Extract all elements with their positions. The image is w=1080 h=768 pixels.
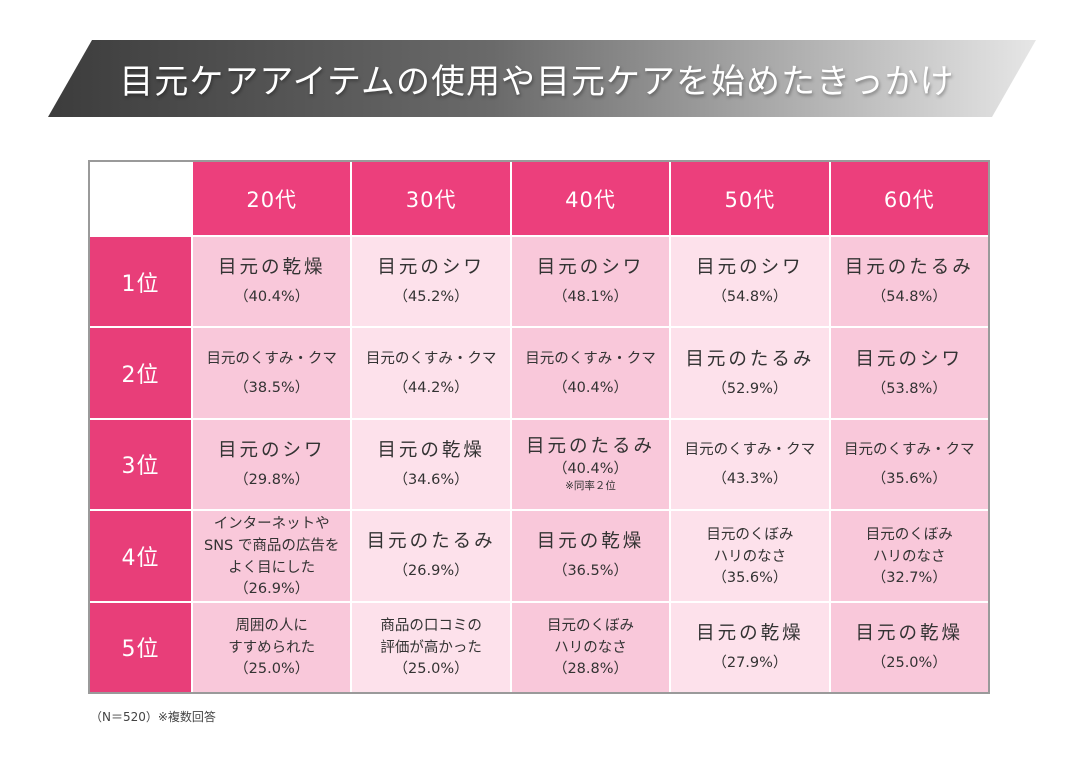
table-cell: 目元の乾燥 （36.5%） (511, 511, 670, 601)
percentage-text: （25.0%） (393, 661, 469, 678)
reason-text: 目元のシワ (536, 257, 645, 279)
table-cell: 目元のたるみ （52.9%） (671, 328, 829, 418)
reason-text: よく目にした (228, 559, 316, 576)
page-title: 目元ケアアイテムの使用や目元ケアを始めたきっかけ (119, 62, 955, 102)
table-cell: 商品の口コミの 評価が高かった （25.0%） (352, 602, 510, 692)
table-cell: 目元の乾燥 （25.0%） (830, 602, 988, 692)
column-header: 60代 (830, 162, 988, 235)
reason-text: 目元のくぼみ (546, 618, 634, 635)
rank-label: 5位 (90, 602, 191, 692)
table-cell: 目元のくすみ・クマ （44.2%） (352, 328, 510, 418)
table-cell: 目元のシワ （48.1%） (511, 237, 670, 327)
percentage-text: （29.8%） (234, 471, 310, 488)
percentage-text: （44.2%） (393, 380, 469, 397)
reason-text: 目元のくすみ・クマ (844, 442, 975, 459)
percentage-text: （28.8%） (552, 661, 629, 678)
rank-label: 3位 (90, 419, 191, 510)
column-header: 50代 (671, 162, 829, 235)
percentage-text: （54.8%） (712, 289, 788, 306)
reason-text: 商品の口コミの (380, 618, 482, 635)
table-cell: 目元のくぼみ ハリのなさ （28.8%） (511, 602, 670, 692)
percentage-text: （40.4%） (234, 289, 310, 306)
reason-text: 目元のくすみ・クマ (684, 442, 816, 459)
table-cell: 目元のたるみ （40.4%） ※同率２位 (511, 419, 670, 510)
title-banner (48, 40, 1036, 117)
reason-text: 目元の乾燥 (696, 622, 804, 644)
rank-label: 2位 (90, 328, 191, 418)
table-corner (90, 162, 191, 235)
reason-text: すすめられた (228, 640, 316, 657)
table-cell: 目元のくすみ・クマ （38.5%） (193, 328, 351, 418)
reason-text: 目元のくすみ・クマ (365, 351, 497, 368)
percentage-text: （25.0%） (234, 661, 310, 678)
table-cell: 目元のたるみ （26.9%） (352, 511, 510, 601)
percentage-text: （34.6%） (393, 471, 469, 488)
table-cell: 目元の乾燥 （27.9%） (671, 602, 829, 692)
reason-text: 目元のたるみ (685, 348, 815, 370)
percentage-text: （45.2%） (393, 289, 469, 306)
table-cell: 周囲の人にすすめられた （25.0%） (193, 602, 351, 692)
reason-text: 目元のシワ (696, 257, 804, 279)
reason-text: ハリのなさ (554, 640, 627, 657)
reason-text: 周囲の人に (235, 618, 308, 635)
reason-text: 目元のくすみ・クマ (525, 351, 656, 368)
table-cell: 目元のシワ （45.2%） (352, 237, 510, 327)
table-cell: 目元のくすみ・クマ （40.4%） (511, 328, 670, 418)
reason-text: インターネットや (213, 515, 330, 532)
percentage-text: （40.4%） (552, 380, 629, 397)
percentage-text: （35.6%） (712, 569, 788, 586)
reason-text: 目元の乾燥 (377, 439, 485, 461)
reason-text: ハリのなさ (713, 548, 787, 565)
percentage-text: （54.8%） (871, 289, 947, 306)
reason-text: SNS で商品の広告を (204, 537, 340, 554)
reason-text: 目元のくすみ・クマ (206, 351, 337, 368)
reason-text: 目元のたるみ (525, 436, 655, 458)
column-header: 40代 (511, 162, 670, 235)
percentage-text: （32.7%） (871, 569, 947, 586)
reason-text: 目元のくぼみ (706, 526, 794, 543)
percentage-text: （43.3%） (712, 471, 788, 488)
percentage-text: （48.1%） (552, 289, 629, 306)
column-header: 20代 (193, 162, 351, 235)
reason-text: 目元のたるみ (844, 257, 974, 279)
reason-text: 目元の乾燥 (855, 622, 964, 644)
ranking-table: 20代 30代 40代 50代 60代 1位 目元の乾燥 （40.4%） 目元のシワ （45.2%… (88, 160, 990, 694)
reason-text: 目元のシワ (217, 439, 326, 461)
column-header: 30代 (352, 162, 510, 235)
percentage-text: （35.6%） (871, 471, 947, 488)
percentage-text: （26.9%） (393, 563, 469, 580)
tie-note: ※同率２位 (565, 480, 616, 493)
rank-label: 4位 (90, 511, 191, 601)
percentage-text: （40.4%） (552, 461, 629, 478)
table-cell: 目元のくぼみ ハリのなさ （32.7%） (830, 511, 988, 601)
table-cell: 目元のくぼみ ハリのなさ （35.6%） (671, 511, 829, 601)
percentage-text: （38.5%） (234, 380, 310, 397)
percentage-text: （36.5%） (552, 563, 629, 580)
table-cell: 目元の乾燥 （40.4%） (193, 237, 351, 327)
reason-text: 評価が高かった (380, 640, 482, 657)
table-cell: 目元のシワ （53.8%） (830, 328, 988, 418)
percentage-text: （53.8%） (871, 380, 947, 397)
reason-text: 目元の乾燥 (217, 257, 326, 279)
percentage-text: （27.9%） (712, 654, 788, 671)
reason-text: 目元のくぼみ (865, 526, 953, 543)
reason-text: 目元のシワ (855, 348, 964, 370)
table-cell: インターネットや SNS で商品の広告を よく目にした （26.9%） (193, 511, 351, 601)
table-cell: 目元のくすみ・クマ （35.6%） (830, 419, 988, 510)
table-cell: 目元の乾燥 （34.6%） (352, 419, 510, 510)
reason-text: ハリのなさ (873, 548, 946, 565)
rank-label: 1位 (90, 237, 191, 327)
reason-text: 目元のシワ (377, 257, 485, 279)
table-cell: 目元のくすみ・クマ （43.3%） (671, 419, 829, 510)
percentage-text: （25.0%） (871, 654, 947, 671)
reason-text: 目元のたるみ (366, 531, 496, 553)
reason-text: 目元の乾燥 (536, 531, 645, 553)
percentage-text: （26.9%） (234, 580, 310, 597)
percentage-text: （52.9%） (712, 380, 788, 397)
footnote: （N＝520）※複数回答 (90, 710, 216, 724)
table-cell: 目元のシワ （29.8%） (193, 419, 351, 510)
table-cell: 目元のシワ （54.8%） (671, 237, 829, 327)
table-cell: 目元のたるみ （54.8%） (830, 237, 988, 327)
